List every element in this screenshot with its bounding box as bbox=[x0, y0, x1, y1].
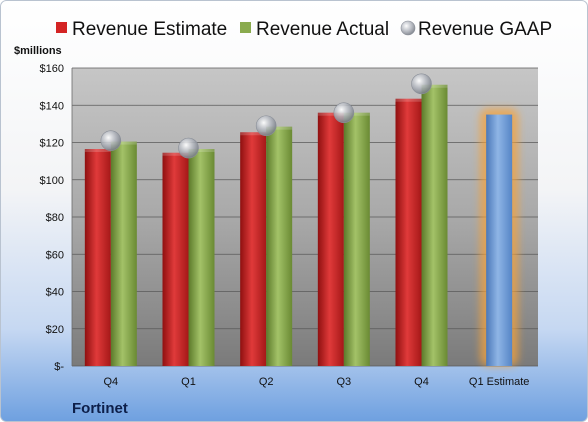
y-tick-label: $80 bbox=[46, 212, 64, 224]
bar-revenue-estimate bbox=[84, 149, 111, 366]
y-tick-label: $- bbox=[54, 361, 64, 373]
legend-label: Revenue Actual bbox=[256, 19, 389, 40]
y-tick-label: $60 bbox=[46, 249, 64, 261]
marker-revenue-gaap bbox=[333, 102, 355, 123]
company-name: Fortinet bbox=[72, 400, 128, 417]
x-tick-label: Q4 bbox=[414, 376, 429, 388]
legend-swatch-gaap bbox=[400, 20, 416, 36]
bar-revenue-estimate bbox=[240, 132, 267, 366]
bar-revenue-actual-cap bbox=[266, 126, 293, 130]
y-tick-label: $160 bbox=[40, 63, 64, 75]
bar-revenue-actual-cap bbox=[343, 112, 370, 116]
bar-revenue-forecast bbox=[486, 114, 513, 366]
x-tick-label: Q1 Estimate bbox=[469, 376, 530, 388]
marker-revenue-gaap bbox=[100, 130, 122, 151]
marker-revenue-gaap bbox=[255, 115, 277, 137]
legend-swatch-actual bbox=[240, 22, 251, 33]
y-tick-label: $100 bbox=[40, 175, 64, 187]
bar-revenue-estimate bbox=[317, 112, 344, 366]
marker-revenue-gaap bbox=[411, 73, 432, 95]
legend-swatch-estimate bbox=[56, 22, 67, 33]
y-tick-label: $120 bbox=[40, 138, 64, 150]
bar-revenue-estimate-cap bbox=[317, 112, 344, 116]
bar-revenue-estimate-cap bbox=[84, 149, 111, 153]
bar-revenue-actual bbox=[110, 141, 137, 366]
bar-revenue-actual bbox=[188, 149, 215, 366]
bar-revenue-actual-cap bbox=[110, 141, 137, 145]
y-tick-label: $20 bbox=[46, 324, 64, 336]
x-tick-label: Q4 bbox=[103, 376, 118, 388]
legend-label: Revenue Estimate bbox=[72, 19, 227, 40]
x-tick-label: Q2 bbox=[259, 376, 274, 388]
bar-revenue-estimate bbox=[395, 98, 422, 366]
x-tick-label: Q1 bbox=[181, 376, 196, 388]
bar-revenue-estimate-cap bbox=[240, 132, 267, 136]
bar-revenue-estimate bbox=[162, 152, 189, 366]
legend-label: Revenue GAAP bbox=[418, 19, 552, 40]
marker-revenue-gaap bbox=[178, 137, 199, 159]
y-tick-label: $40 bbox=[46, 287, 64, 299]
y-axis-label: $millions bbox=[14, 45, 62, 57]
bar-revenue-estimate-cap bbox=[395, 98, 422, 102]
bar-revenue-actual bbox=[266, 126, 293, 366]
y-tick-label: $140 bbox=[40, 100, 64, 112]
bar-revenue-actual-cap bbox=[188, 149, 215, 153]
x-tick-label: Q3 bbox=[336, 376, 351, 388]
bar-revenue-actual-cap bbox=[421, 84, 448, 88]
bar-revenue-actual bbox=[421, 84, 448, 366]
bar-revenue-actual bbox=[343, 112, 370, 366]
bar-revenue-estimate-cap bbox=[162, 152, 189, 156]
